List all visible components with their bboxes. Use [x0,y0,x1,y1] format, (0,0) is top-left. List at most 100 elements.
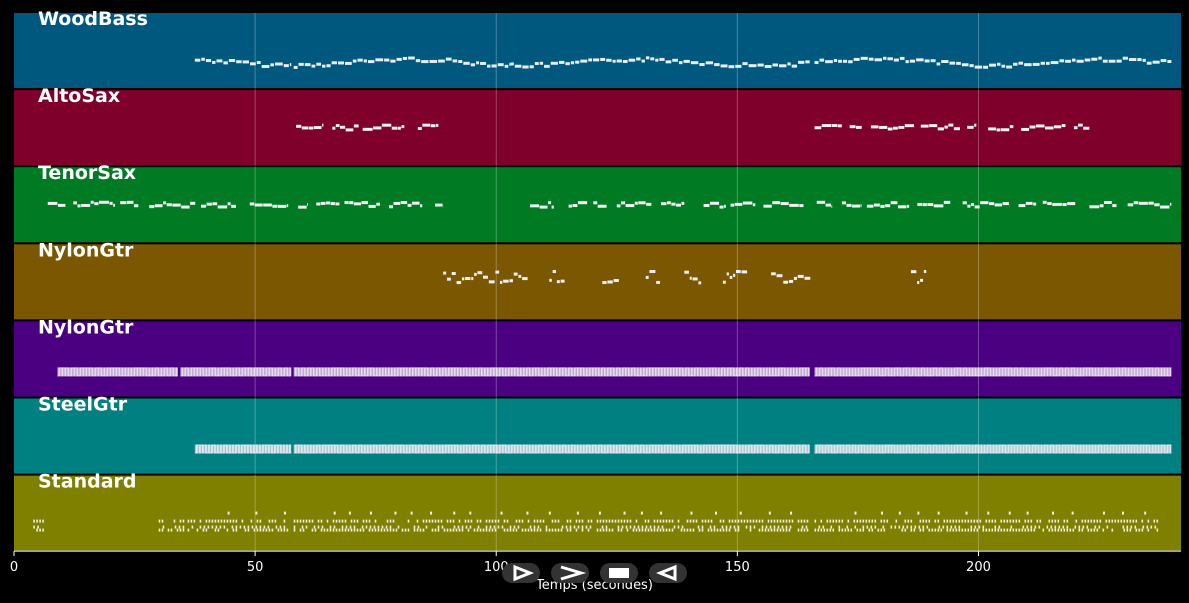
note-gap [290,444,292,453]
drum-hit [437,528,440,532]
note-gap [817,367,819,376]
note [690,61,699,65]
drum-hit [413,528,416,532]
note [868,57,874,61]
drum-hit [533,528,536,532]
drum-hit [689,519,692,523]
note-gap [365,367,367,376]
drum-hit [407,519,410,523]
note-gap [174,367,176,376]
note [487,64,491,68]
drum-hit [437,525,440,529]
note [227,202,231,206]
drum-hit [1090,519,1093,523]
note-gap [114,368,116,377]
note-gap [692,367,694,376]
note-gap [407,367,409,376]
note-gap [203,445,205,454]
drum-hit [359,528,362,532]
note [430,124,436,128]
note [503,279,509,283]
note [974,123,977,127]
note-gap [755,367,757,376]
drum-hit [243,525,246,529]
drum-hit [862,525,865,529]
note-gap [227,444,229,453]
drum-hit [599,519,602,523]
drum-hit [389,519,392,523]
note-gap [551,368,553,377]
note-gap [1054,367,1056,376]
note-gap [958,368,960,377]
drum-hit [846,525,849,529]
note [636,57,641,61]
drum-hit [859,528,862,532]
note-gap [1006,368,1008,377]
drum-hit [761,528,764,532]
note-gap [1117,368,1119,377]
note [367,60,375,64]
drum-hit [844,528,847,532]
note [848,60,853,64]
note [678,61,683,65]
note [699,63,705,67]
note [570,61,575,65]
note-gap [470,367,472,376]
drum-hit [503,519,506,523]
note-gap [922,368,924,377]
note [628,58,636,62]
drum-hit [293,519,296,523]
note [560,279,565,283]
note-gap [455,368,457,377]
note [874,58,883,62]
forward-button[interactable] [551,563,589,583]
note [163,201,167,205]
note [814,126,822,130]
drum-hit [698,528,701,532]
drum-hit [479,528,482,532]
note-gap [344,444,346,453]
note-gap [494,368,496,377]
drum-hit [1126,519,1129,523]
x-axis-label: Temps (secondes) [536,578,653,593]
drum-hit [256,528,259,532]
note-gap [57,367,59,376]
drum-hit [870,525,873,529]
note-gap [671,444,673,453]
note [1116,59,1122,63]
note [970,203,975,207]
note-gap [275,445,277,454]
note-gap [904,444,906,453]
drum-hit [302,519,305,523]
note-gap [512,368,514,377]
note [849,125,856,129]
note-gap [299,367,301,376]
stop-button[interactable] [600,563,638,583]
note-gap [653,368,655,377]
drum-hit [389,525,392,529]
note-gap [1129,367,1131,376]
drum-hit [680,528,683,532]
drum-hit [785,528,788,532]
play-button[interactable] [502,563,540,583]
note-gap [545,367,547,376]
drum-hit [785,519,788,523]
drum-hit [488,519,491,523]
rewind-button[interactable] [649,563,687,583]
note [396,57,402,61]
note [748,64,757,68]
note-gap [701,367,703,376]
note-gap [991,367,993,376]
note [1040,61,1046,65]
note-gap [260,444,262,453]
note-gap [683,445,685,454]
drum-hit [191,525,194,529]
drum-hit [659,519,662,523]
drum-hit [488,528,491,532]
drum-hit [1154,525,1157,529]
note [421,60,429,64]
note-gap [467,445,469,454]
drum-hit [800,528,803,532]
note-gap [186,368,188,377]
note-gap [536,368,538,377]
